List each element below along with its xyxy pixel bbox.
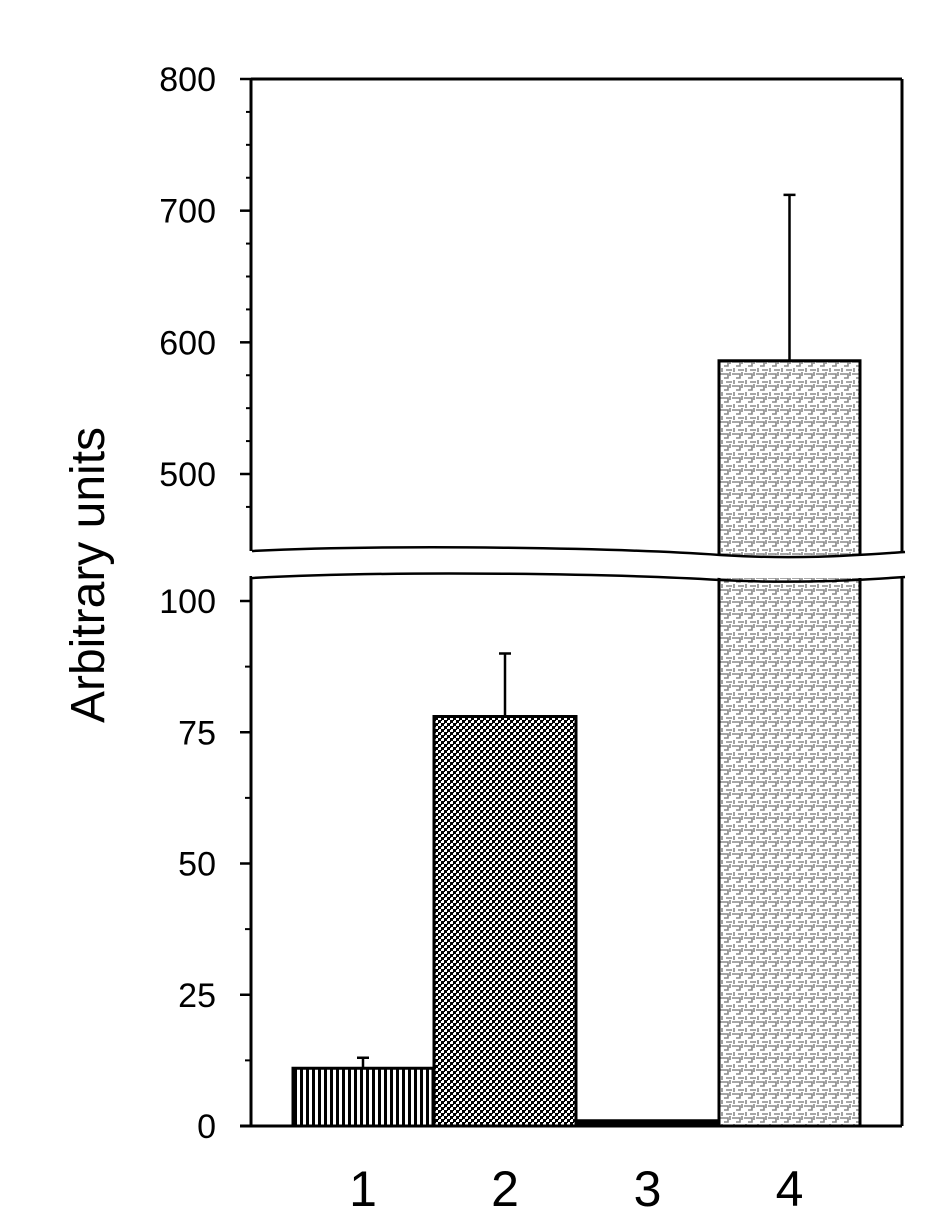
axis-break-line-lower [251, 572, 906, 583]
y-tick-label-600: 600 [159, 324, 216, 362]
bar-4 [717, 359, 862, 1128]
axis-break-line-upper [251, 546, 906, 559]
x-tick-label-1: 1 [349, 1161, 377, 1217]
bar-2 [432, 715, 578, 1128]
y-tick-label-75: 75 [178, 714, 216, 752]
x-tick-label-2: 2 [491, 1161, 519, 1217]
y-axis-title: Arbitrary units [62, 427, 115, 723]
y-tick-label-800: 800 [159, 61, 216, 99]
y-tick-label-50: 50 [178, 846, 216, 884]
x-tick-label-4: 4 [776, 1161, 804, 1217]
y-tick-label-500: 500 [159, 456, 216, 494]
bar-1 [291, 1066, 435, 1128]
y-tick-label-100: 100 [159, 583, 216, 621]
y-tick-label-0: 0 [197, 1108, 216, 1146]
y-tick-label-700: 700 [159, 193, 216, 231]
x-tick-label-3: 3 [634, 1161, 662, 1217]
y-tick-label-25: 25 [178, 977, 216, 1015]
